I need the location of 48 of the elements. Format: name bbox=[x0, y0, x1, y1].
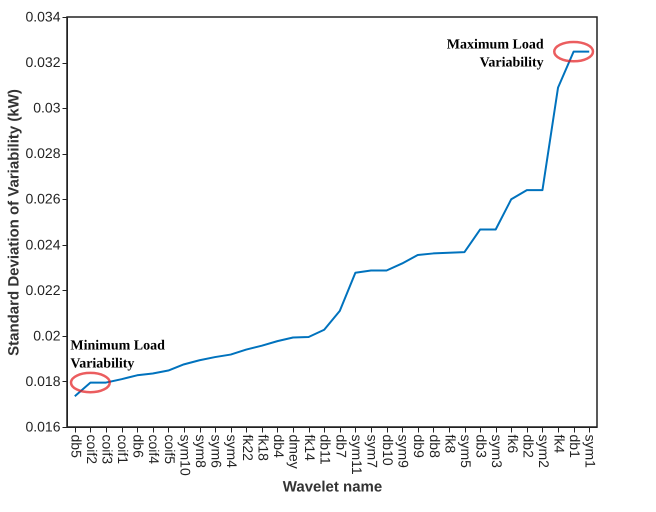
y-tick-label: 0.016 bbox=[25, 418, 61, 434]
x-tick-label: db1 bbox=[567, 434, 584, 458]
y-tick-label: 0.028 bbox=[25, 145, 61, 162]
x-tick-label: coif3 bbox=[99, 434, 116, 464]
annotation: Maximum Load Variability bbox=[446, 38, 544, 71]
y-tick-label: 0.03 bbox=[33, 100, 61, 116]
x-tick-label: sym3 bbox=[489, 434, 506, 468]
x-tick-label: db9 bbox=[411, 434, 428, 458]
x-tick-label: sym6 bbox=[208, 434, 225, 468]
x-tick-label: coif4 bbox=[146, 434, 162, 464]
x-tick-label: sym2 bbox=[536, 434, 552, 468]
x-tick-label: sym11 bbox=[348, 434, 365, 475]
annotation: Minimum Load Variability bbox=[70, 338, 166, 372]
x-tick-label: db5 bbox=[68, 434, 84, 458]
x-tick-label: fk6 bbox=[504, 434, 521, 454]
x-tick-label: coif1 bbox=[115, 434, 132, 464]
y-tick-label: 0.024 bbox=[25, 236, 61, 252]
x-tick-label: db11 bbox=[318, 434, 334, 465]
y-tick-label: 0.034 bbox=[25, 8, 61, 24]
x-axis-title: Wavelet name bbox=[282, 478, 382, 496]
x-tick-label: sym10 bbox=[177, 434, 194, 476]
y-axis-title: Standard Deviation of Variability (kW) bbox=[5, 89, 22, 356]
x-tick-label: db10 bbox=[380, 434, 396, 466]
x-tick-label: sym7 bbox=[364, 434, 380, 468]
y-tick-label: 0.026 bbox=[25, 190, 61, 207]
x-tick-label: sym1 bbox=[582, 434, 599, 468]
x-tick-label: sym5 bbox=[458, 434, 474, 468]
x-tick-label: db2 bbox=[520, 434, 536, 458]
x-tick-label: coif5 bbox=[162, 434, 178, 464]
x-tick-label: db3 bbox=[474, 434, 490, 458]
x-tick-label: fk18 bbox=[255, 434, 272, 462]
x-tick-label: sym9 bbox=[396, 434, 412, 468]
y-tick-label: 0.032 bbox=[25, 54, 61, 70]
y-tick-label: 0.02 bbox=[33, 327, 61, 344]
x-tick-label: dmey bbox=[286, 434, 303, 469]
x-tick-label: db8 bbox=[426, 434, 443, 458]
x-tick-label: coif2 bbox=[84, 434, 100, 464]
x-tick-label: fk4 bbox=[552, 434, 568, 454]
y-tick-label: 0.022 bbox=[25, 282, 61, 298]
x-tick-label: fk22 bbox=[240, 434, 256, 462]
x-tick-label: db6 bbox=[130, 434, 147, 458]
x-tick-label: sym4 bbox=[224, 434, 240, 468]
x-tick-label: db4 bbox=[270, 434, 287, 458]
x-tick-label: fk8 bbox=[442, 434, 458, 454]
x-tick-label: fk14 bbox=[302, 434, 318, 462]
x-tick-label: db7 bbox=[333, 434, 350, 458]
y-tick-label: 0.018 bbox=[25, 372, 61, 389]
x-tick-label: sym8 bbox=[193, 434, 209, 468]
